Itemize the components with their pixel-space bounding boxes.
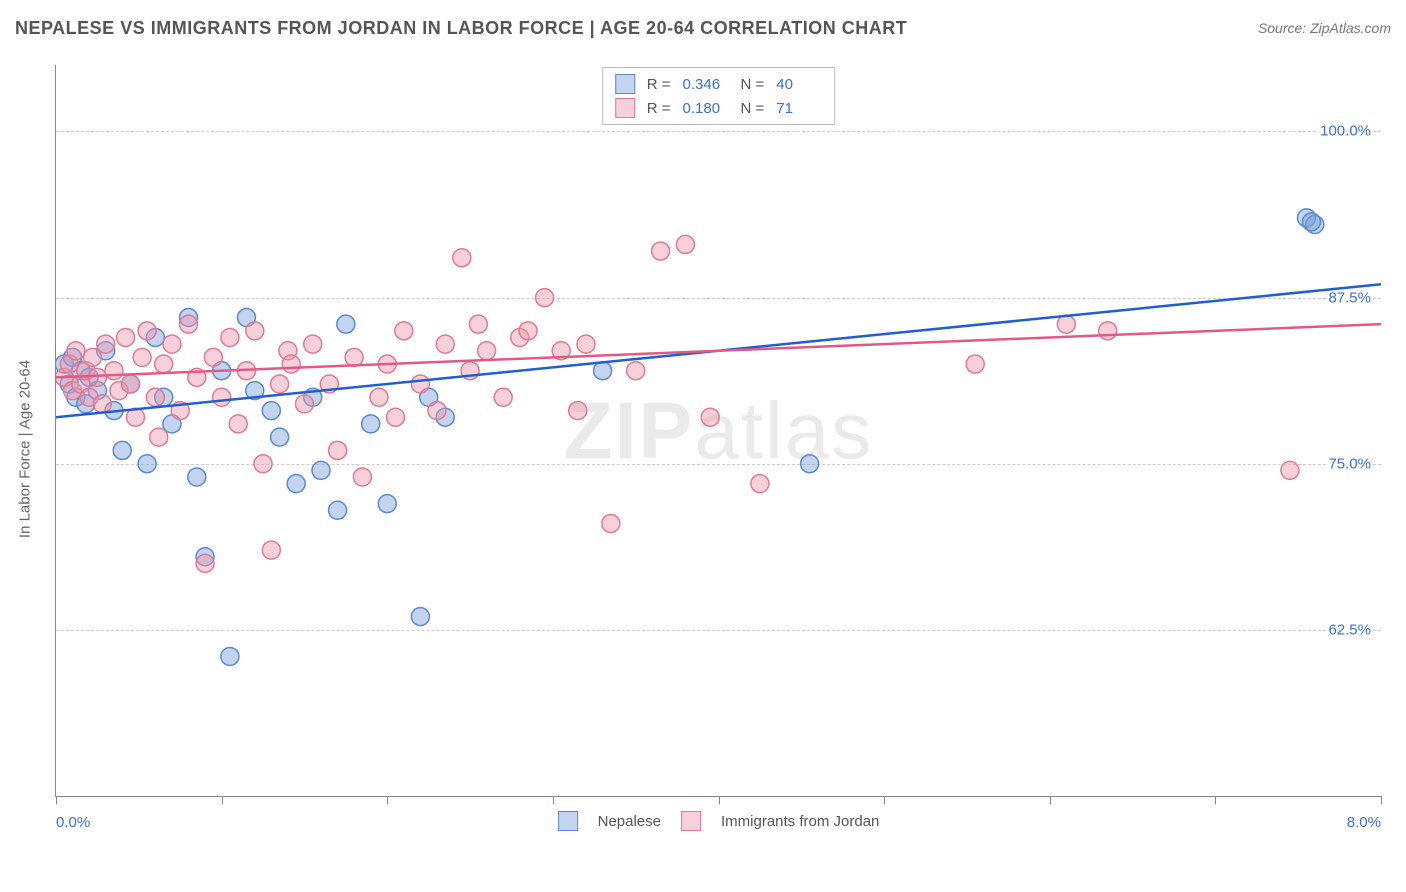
plot-area: ZIPatlas R =0.346N =40R =0.180N =71 0.0%… bbox=[55, 65, 1381, 797]
n-value: 71 bbox=[776, 100, 822, 117]
r-label: R = bbox=[647, 100, 671, 117]
legend-swatch bbox=[558, 811, 578, 831]
r-value: 0.346 bbox=[683, 76, 729, 93]
x-tick bbox=[884, 796, 885, 804]
trend-lines bbox=[56, 65, 1381, 796]
chart-container: In Labor Force | Age 20-64 ZIPatlas R =0… bbox=[15, 55, 1391, 842]
n-label: N = bbox=[741, 76, 765, 93]
legend-swatch bbox=[615, 98, 635, 118]
r-value: 0.180 bbox=[683, 100, 729, 117]
series-legend: Nepalese Immigrants from Jordan bbox=[558, 811, 880, 831]
x-tick bbox=[56, 796, 57, 804]
y-axis-label: In Labor Force | Age 20-64 bbox=[17, 359, 34, 537]
x-tick bbox=[719, 796, 720, 804]
legend-swatch bbox=[681, 811, 701, 831]
r-label: R = bbox=[647, 76, 671, 93]
legend-row: R = 0.346 N = 40 bbox=[611, 72, 827, 96]
source-label: Source: ZipAtlas.com bbox=[1258, 20, 1391, 36]
n-label: N = bbox=[741, 100, 765, 117]
legend-series-name: Immigrants from Jordan bbox=[721, 813, 879, 830]
x-tick bbox=[553, 796, 554, 804]
trend-line bbox=[56, 324, 1381, 377]
x-tick bbox=[1215, 796, 1216, 804]
legend-series-name: Nepalese bbox=[598, 813, 661, 830]
x-tick bbox=[222, 796, 223, 804]
x-tick bbox=[387, 796, 388, 804]
correlation-legend: R = 0.346 N = 40 R = 0.180 N = 71 bbox=[602, 67, 836, 125]
legend-swatch bbox=[615, 74, 635, 94]
legend-row: R = 0.180 N = 71 bbox=[611, 96, 827, 120]
x-max-label: 8.0% bbox=[1347, 814, 1381, 831]
x-tick bbox=[1381, 796, 1382, 804]
x-min-label: 0.0% bbox=[56, 814, 90, 831]
x-tick bbox=[1050, 796, 1051, 804]
chart-title: NEPALESE VS IMMIGRANTS FROM JORDAN IN LA… bbox=[15, 18, 907, 38]
n-value: 40 bbox=[776, 76, 822, 93]
